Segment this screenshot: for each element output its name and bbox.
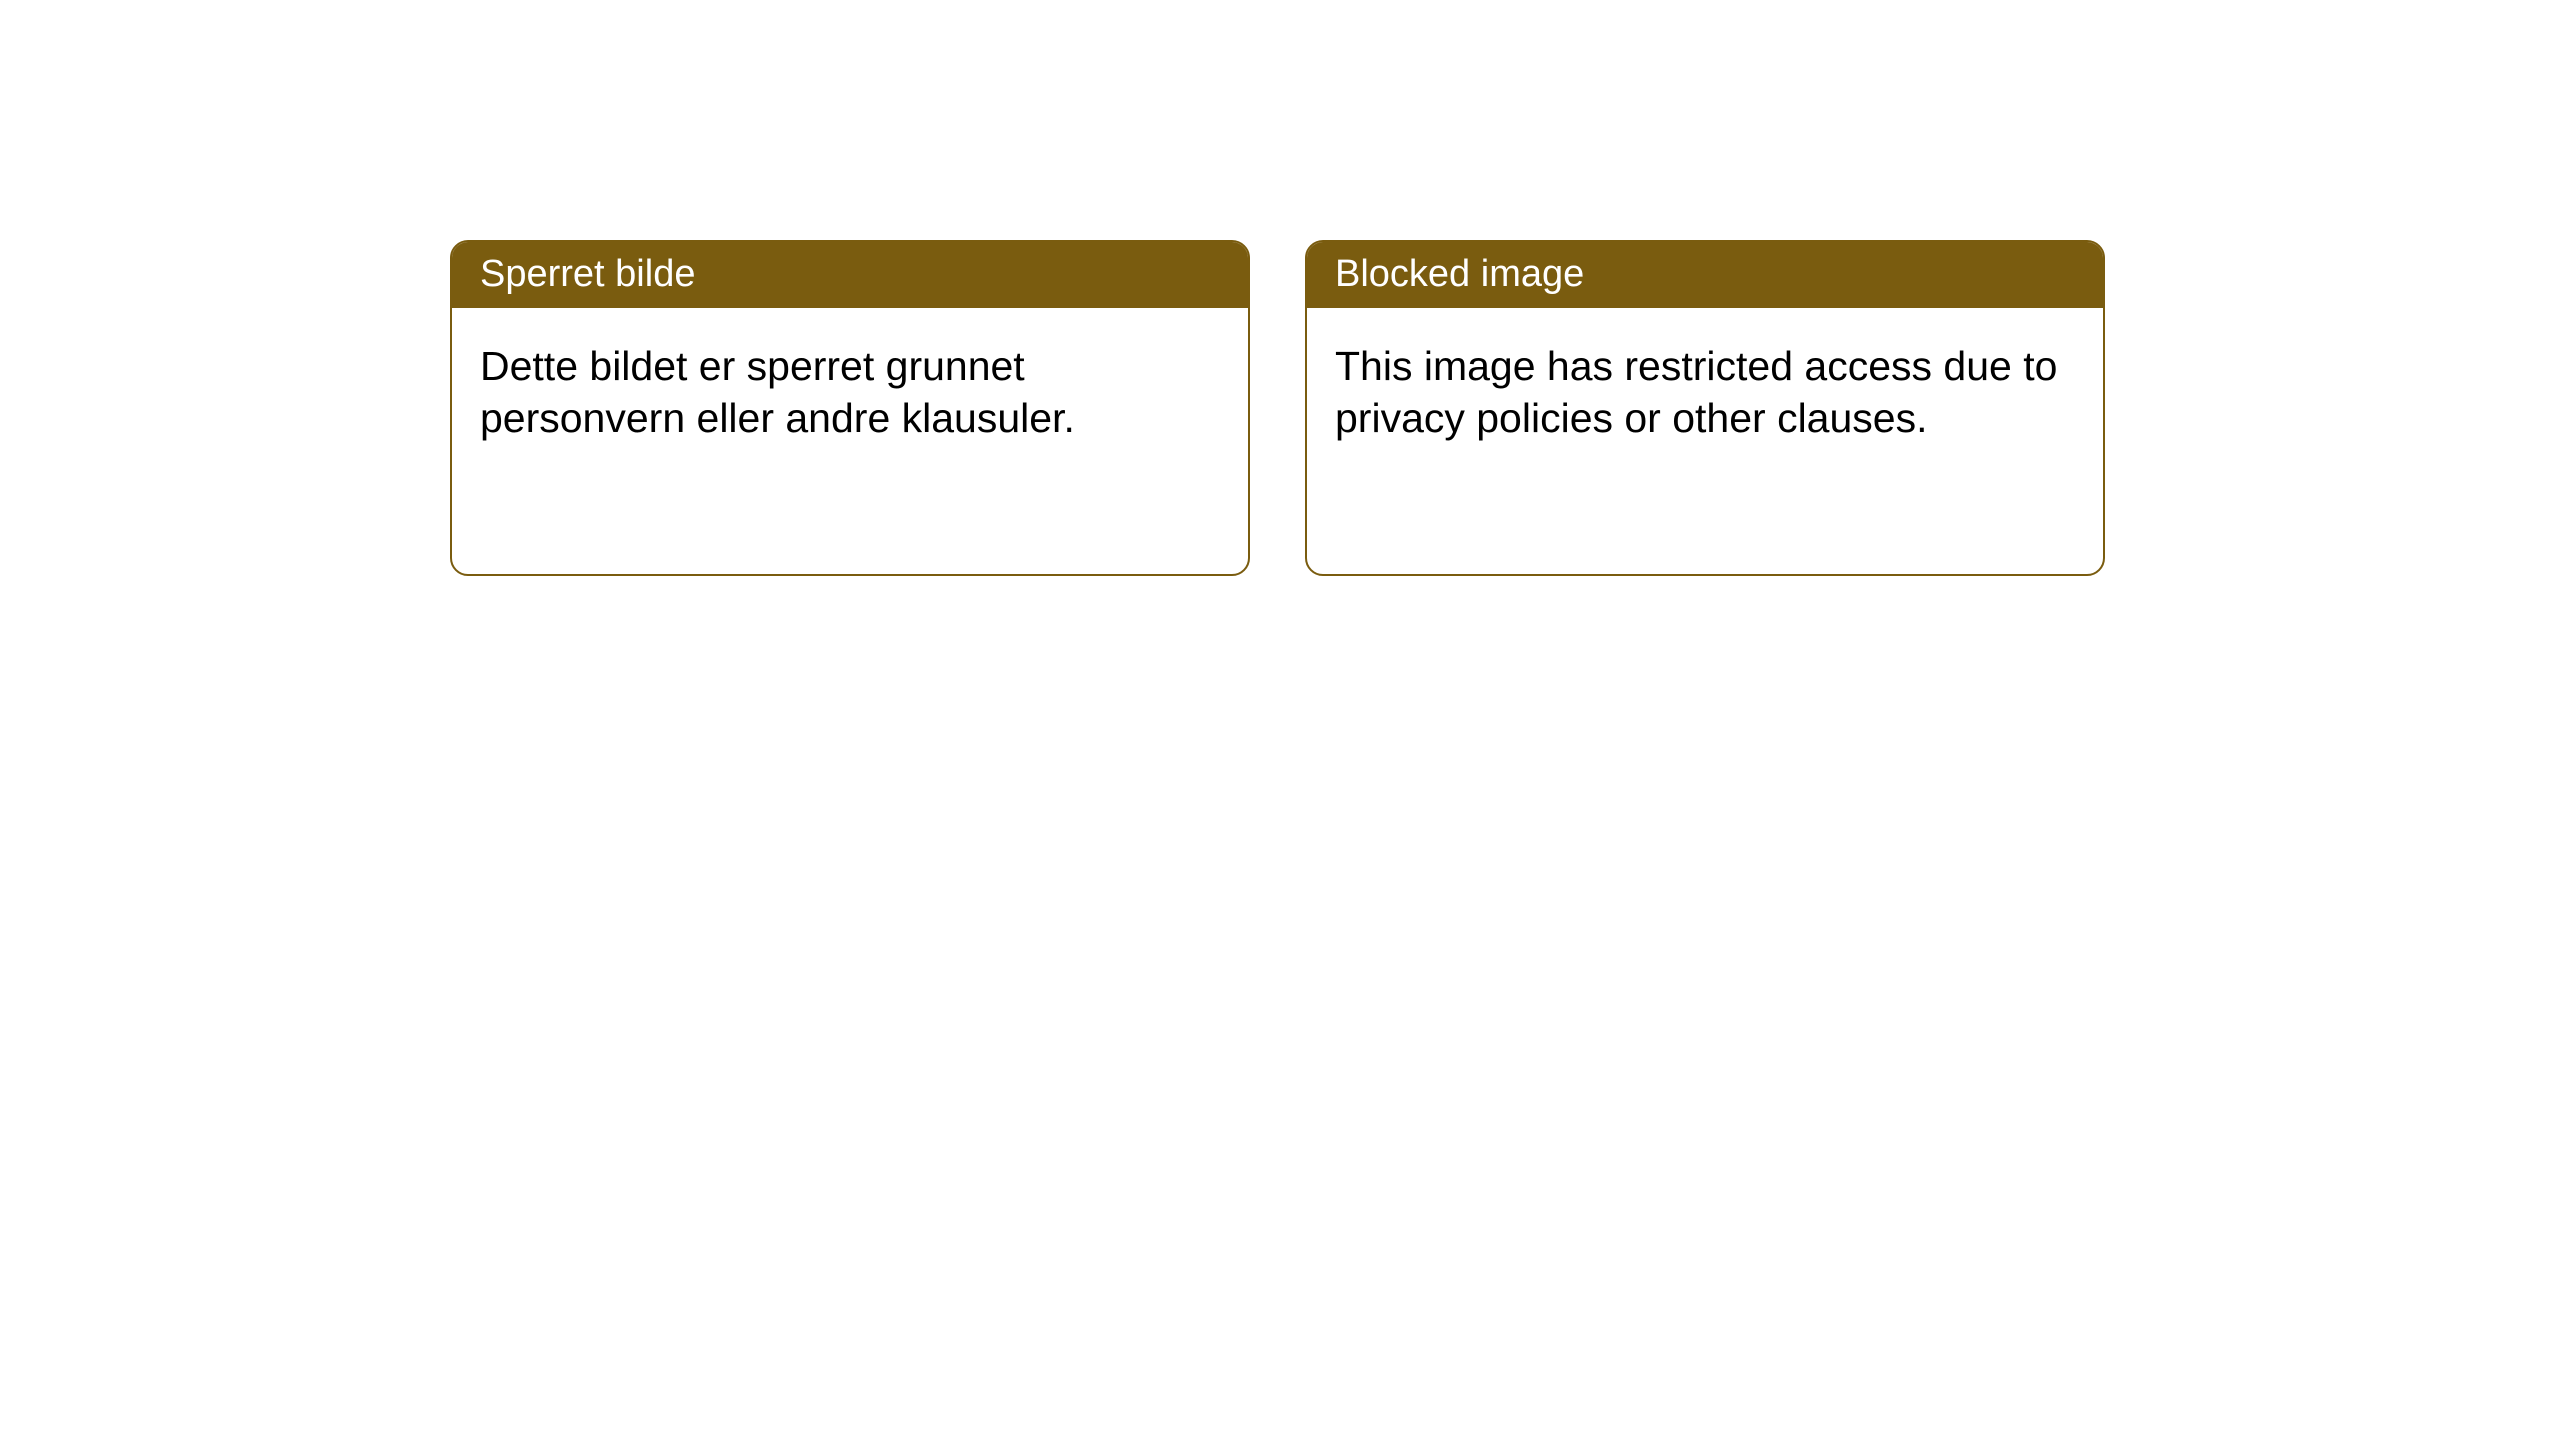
notice-title-english: Blocked image	[1307, 242, 2103, 308]
notice-box-norwegian: Sperret bilde Dette bildet er sperret gr…	[450, 240, 1250, 576]
notice-title-norwegian: Sperret bilde	[452, 242, 1248, 308]
notice-body-norwegian: Dette bildet er sperret grunnet personve…	[452, 308, 1248, 477]
notice-box-english: Blocked image This image has restricted …	[1305, 240, 2105, 576]
notice-body-english: This image has restricted access due to …	[1307, 308, 2103, 477]
notice-container: Sperret bilde Dette bildet er sperret gr…	[450, 240, 2105, 576]
